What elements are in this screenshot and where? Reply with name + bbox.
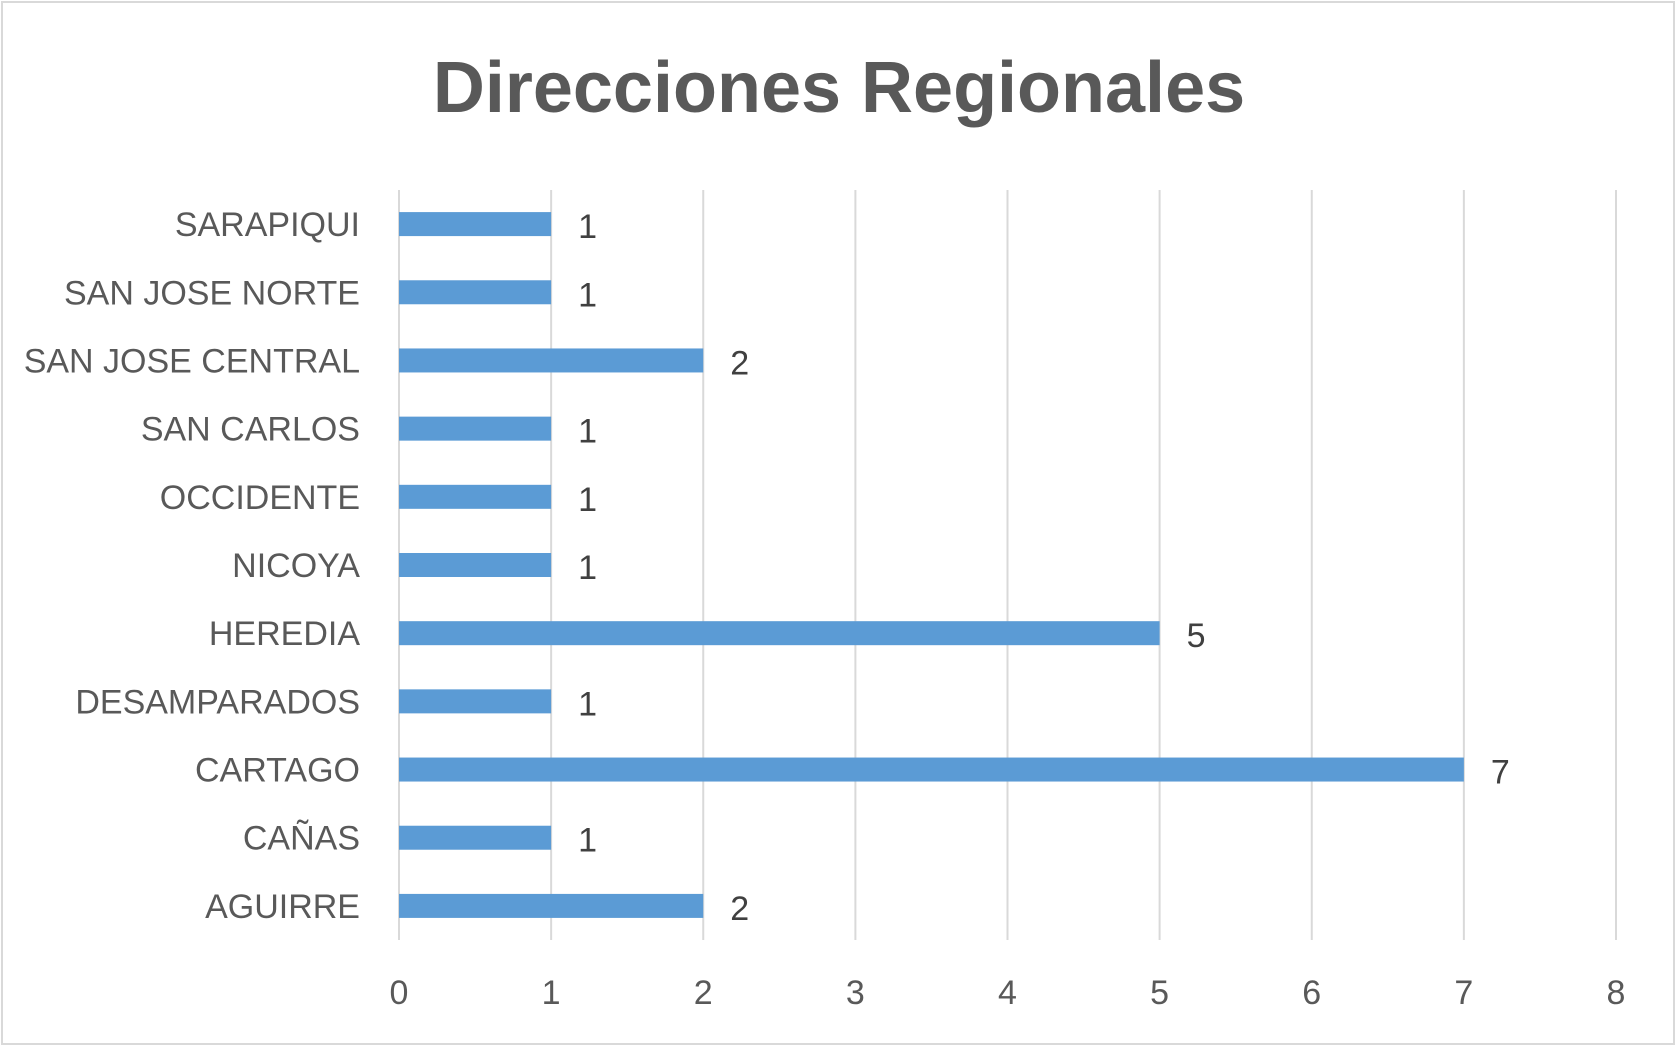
category-label: NICOYA: [232, 547, 360, 585]
category-label: AGUIRRE: [205, 888, 360, 926]
data-label: 1: [578, 208, 597, 246]
category-label: SAN CARLOS: [141, 411, 360, 449]
x-tick-label: 2: [694, 974, 713, 1012]
category-label: OCCIDENTE: [160, 479, 360, 517]
data-label: 7: [1491, 754, 1510, 792]
data-label: 5: [1187, 617, 1206, 655]
bar-san-carlos: [399, 416, 552, 441]
data-label: 2: [730, 344, 749, 382]
data-label: 1: [578, 549, 597, 587]
grid-lines: [398, 190, 1617, 940]
x-tick-label: 3: [846, 974, 865, 1012]
data-label: 1: [578, 685, 597, 723]
bar-aguirre: [399, 893, 704, 918]
x-tick-label: 5: [1150, 974, 1169, 1012]
bar-cañas: [399, 825, 552, 850]
category-label: SAN JOSE CENTRAL: [24, 342, 360, 380]
bar-sarapiqui: [399, 212, 552, 237]
x-tick-label: 6: [1302, 974, 1321, 1012]
category-label: SARAPIQUI: [175, 206, 360, 244]
data-label: 2: [730, 890, 749, 928]
data-labels: 2 1 7 1 5 1 1 1 2 1 1: [578, 208, 1510, 928]
data-label: 1: [578, 481, 597, 519]
data-label: 1: [578, 822, 597, 860]
x-tick-label: 7: [1454, 974, 1473, 1012]
data-label: 1: [578, 276, 597, 314]
data-label: 1: [578, 413, 597, 451]
category-label: DESAMPARADOS: [75, 683, 360, 721]
bar-san-jose-central: [399, 348, 704, 373]
category-labels: AGUIRRE CAÑAS CARTAGO DESAMPARADOS HEREDIA NI…: [24, 206, 361, 926]
category-label: SAN JOSE NORTE: [64, 274, 360, 312]
x-tick-label: 4: [998, 974, 1017, 1012]
bar-desamparados: [399, 689, 552, 714]
bar-san-jose-norte: [399, 280, 552, 305]
category-label: CAÑAS: [243, 820, 360, 858]
category-label: HEREDIA: [209, 615, 360, 653]
bar-occidente: [399, 484, 552, 509]
x-axis-ticks: 0 1 2 3 4 5 6 7 8: [390, 974, 1626, 1012]
bar-nicoya: [399, 553, 552, 577]
bar-heredia: [399, 621, 1160, 646]
x-tick-label: 8: [1607, 974, 1626, 1012]
x-tick-label: 0: [390, 974, 409, 1012]
x-tick-label: 1: [542, 974, 561, 1012]
chart-title: Direcciones Regionales: [433, 48, 1245, 128]
bar-cartago: [399, 757, 1464, 782]
category-label: CARTAGO: [195, 752, 360, 790]
bars: [399, 212, 1464, 918]
